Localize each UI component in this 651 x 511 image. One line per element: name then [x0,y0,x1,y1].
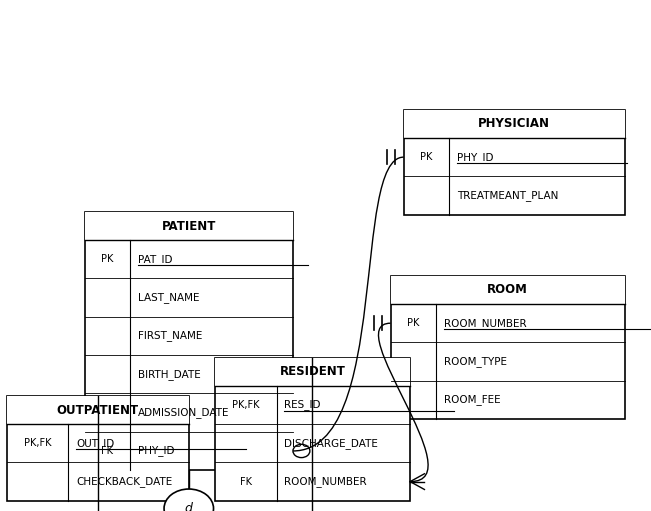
Text: PK,FK: PK,FK [232,400,260,410]
Text: ROOM_FEE: ROOM_FEE [444,394,501,405]
Text: TREATMEANT_PLAN: TREATMEANT_PLAN [457,190,559,201]
Bar [85,212,293,470]
Text: DISCHARGE_DATE: DISCHARGE_DATE [284,438,378,449]
Bar [215,358,410,501]
Text: PAT_ID: PAT_ID [138,254,173,265]
Bar [7,396,189,424]
Text: RES_ID: RES_ID [284,400,321,410]
Bar [7,396,189,501]
Bar [391,276,625,304]
Text: d: d [185,502,193,511]
Circle shape [164,489,214,511]
Text: PK: PK [101,254,114,264]
Text: FK: FK [102,446,113,456]
Text: LAST_NAME: LAST_NAME [138,292,199,303]
Bar [404,110,625,215]
Text: ROOM: ROOM [488,284,528,296]
Text: CHECKBACK_DATE: CHECKBACK_DATE [76,476,173,487]
Text: RESIDENT: RESIDENT [279,365,346,378]
Text: FK: FK [240,477,252,486]
Bar [391,276,625,419]
Text: PHY_ID: PHY_ID [138,446,174,456]
Bar [404,110,625,138]
Text: PHYSICIAN: PHYSICIAN [478,118,550,130]
Text: ROOM_NUMBER: ROOM_NUMBER [444,318,527,329]
Bar [215,358,410,386]
Text: PHY_ID: PHY_ID [457,152,493,162]
Text: PK: PK [407,318,420,328]
Text: ROOM_TYPE: ROOM_TYPE [444,356,507,367]
Text: OUT_ID: OUT_ID [76,438,115,449]
Text: PATIENT: PATIENT [161,220,216,233]
Text: ROOM_NUMBER: ROOM_NUMBER [284,476,367,487]
Text: BIRTH_DATE: BIRTH_DATE [138,369,201,380]
Text: FIRST_NAME: FIRST_NAME [138,331,202,341]
Text: ADMISSION_DATE: ADMISSION_DATE [138,407,230,418]
Text: OUTPATIENT: OUTPATIENT [57,404,139,416]
Text: PK,FK: PK,FK [23,438,51,448]
Text: PK: PK [420,152,433,162]
Bar [85,212,293,240]
